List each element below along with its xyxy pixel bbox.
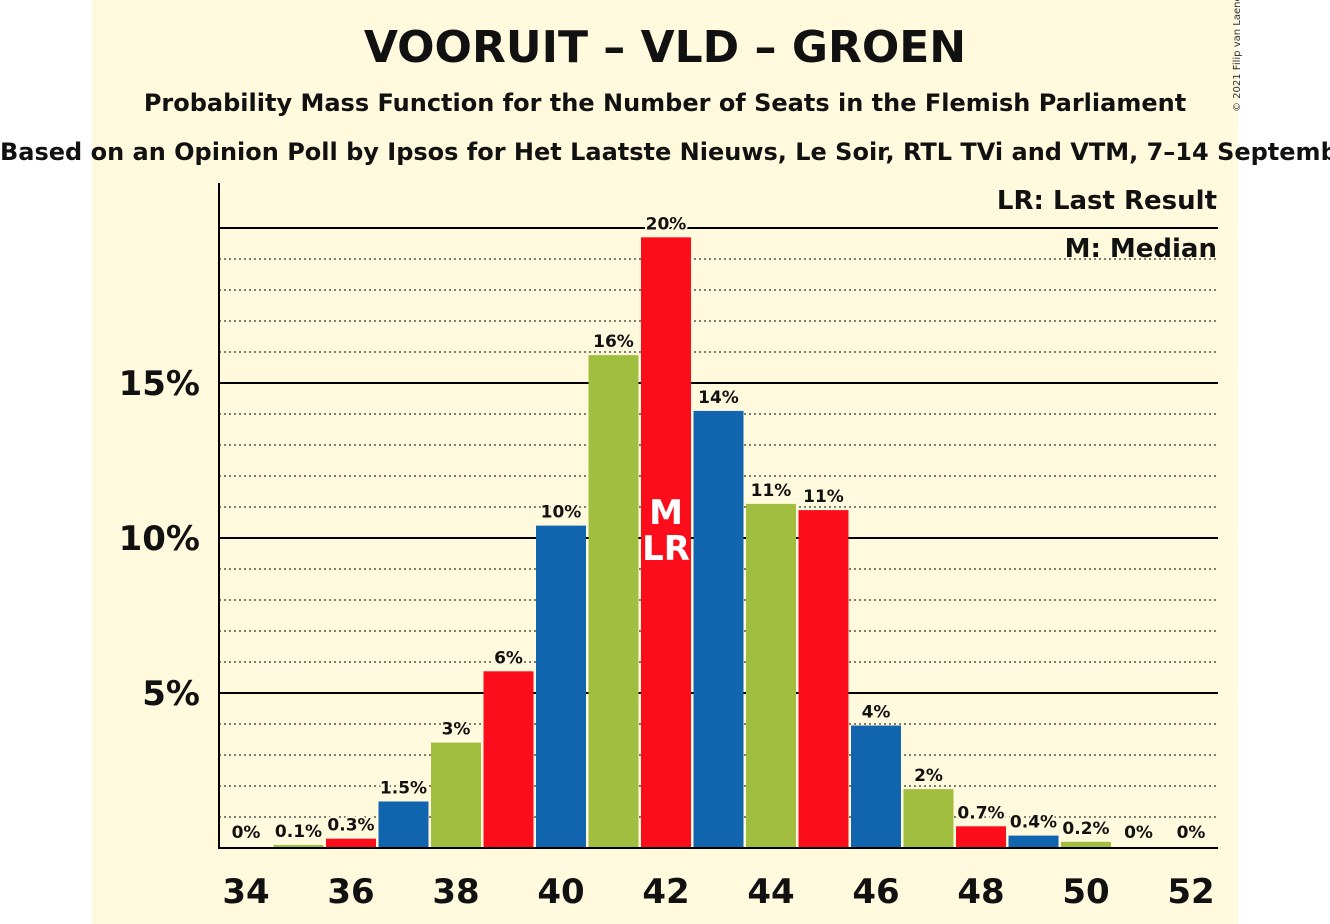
bar-value-label: 6%: [494, 648, 523, 668]
bar-value-label: 0%: [232, 823, 261, 843]
bar: [903, 789, 954, 848]
bar-value-label: 20%: [646, 214, 687, 234]
bar-value-label: 0.1%: [275, 822, 322, 842]
bar-value-label: 0.4%: [1010, 813, 1057, 833]
bar: [1061, 841, 1111, 848]
y-tick-label: 10%: [119, 519, 200, 559]
bar-value-label: 2%: [914, 766, 943, 786]
bar: [641, 237, 691, 849]
bar: [693, 410, 744, 848]
x-tick-label: 52: [1167, 872, 1214, 912]
bar-value-label: 0.2%: [1062, 819, 1109, 839]
bar: [326, 838, 376, 848]
x-tick-label: 40: [537, 872, 584, 912]
chart-source: Based on an Opinion Poll by Ipsos for He…: [0, 138, 1330, 166]
x-tick-label: 36: [327, 872, 374, 912]
bar: [536, 525, 586, 848]
bar: [851, 725, 901, 848]
y-tick-label: 5%: [142, 674, 200, 714]
bar-value-label: 0%: [1124, 823, 1153, 843]
x-tick-label: 50: [1062, 872, 1109, 912]
bar: [273, 844, 324, 848]
bar: [431, 742, 481, 848]
legend-last-result: LR: Last Result: [997, 186, 1217, 216]
bar: [798, 510, 849, 848]
x-tick-label: 38: [432, 872, 479, 912]
x-tick-label: 34: [222, 872, 269, 912]
x-tick-label: 48: [957, 872, 1004, 912]
bar-value-label: 16%: [593, 332, 634, 352]
bar-value-label: 10%: [541, 503, 582, 523]
median-marker: M: [649, 493, 683, 533]
last-result-marker: LR: [642, 529, 690, 569]
bar: [588, 355, 639, 848]
bar-value-label: 0.7%: [957, 803, 1004, 823]
bar: [746, 503, 796, 848]
chart-title: VOORUIT – VLD – GROEN: [363, 22, 967, 73]
bar-value-label: 3%: [442, 720, 471, 740]
bar: [1008, 835, 1059, 848]
y-tick-label: 15%: [119, 364, 200, 404]
bar-value-label: 0.3%: [327, 816, 374, 836]
legend-median: M: Median: [1065, 234, 1217, 264]
x-tick-label: 42: [642, 872, 689, 912]
bar-value-label: 11%: [751, 481, 792, 501]
chart-subtitle: Probability Mass Function for the Number…: [143, 89, 1187, 117]
bar-value-label: 4%: [862, 703, 891, 723]
bar: [956, 826, 1006, 848]
bar: [378, 801, 429, 848]
x-tick-label: 44: [747, 872, 794, 912]
bar-value-label: 14%: [698, 388, 739, 408]
x-tick-label: 46: [852, 872, 899, 912]
bar: [483, 671, 534, 848]
bar-value-label: 0%: [1177, 823, 1206, 843]
bar-value-label: 11%: [803, 487, 844, 507]
bar-value-label: 1.5%: [380, 779, 427, 799]
